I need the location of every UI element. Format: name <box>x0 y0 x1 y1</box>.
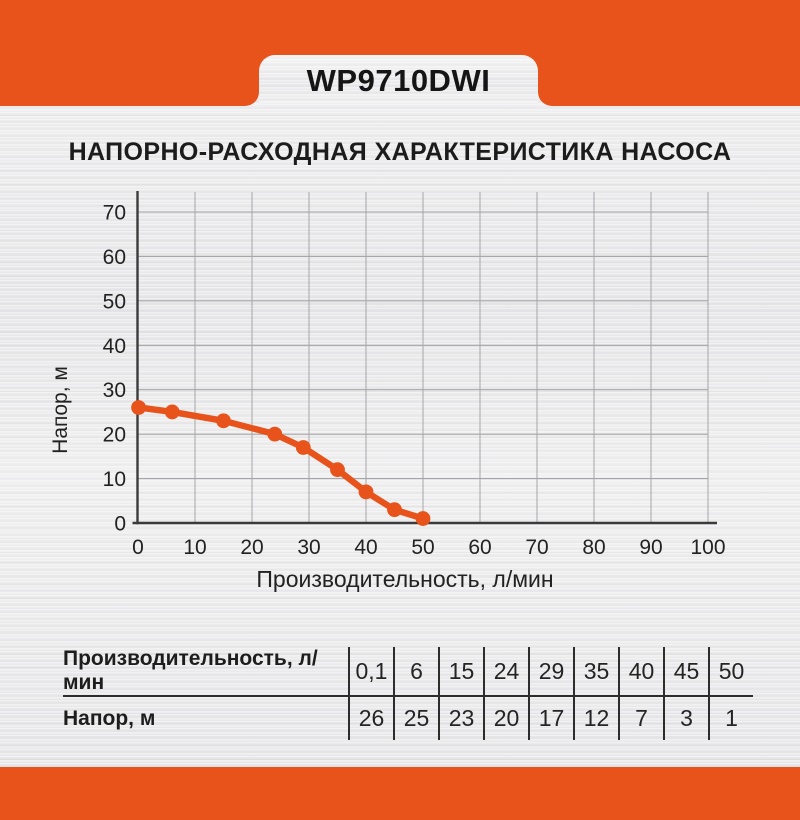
data-point <box>387 502 402 518</box>
spec-table: Производительность, л/мин 0,1 6 15 24 29… <box>63 647 753 740</box>
bottom-orange-band <box>0 767 800 820</box>
head-value: 1 <box>708 696 753 740</box>
model-name: WP9710DWI <box>306 62 491 98</box>
y-tick-label: 0 <box>114 513 126 536</box>
flow-value: 35 <box>573 647 619 697</box>
head-value: 3 <box>663 696 709 740</box>
data-point <box>131 400 146 415</box>
y-tick-label: 10 <box>103 468 126 491</box>
x-tick-label: 50 <box>411 536 434 559</box>
pump-curve-chart: 0 10 20 30 40 50 60 70 80 90 100 0 10 20 30 40 50 60 70 Про… <box>49 191 726 592</box>
y-tick-label: 60 <box>103 246 126 269</box>
flow-value: 45 <box>663 647 709 697</box>
x-tick-label: 20 <box>240 536 263 559</box>
table-row-head: Напор, м 26 25 23 20 17 12 7 3 1 <box>63 696 753 740</box>
head-value: 26 <box>348 696 394 740</box>
flow-value: 24 <box>483 647 529 697</box>
flow-value: 15 <box>438 647 484 697</box>
x-tick-label: 100 <box>690 536 725 559</box>
head-value: 7 <box>618 696 664 740</box>
head-value: 23 <box>438 696 484 740</box>
data-point <box>216 413 231 429</box>
y-tick-label: 30 <box>103 379 126 402</box>
x-tick-label: 0 <box>132 536 144 559</box>
model-badge: WP9710DWI <box>259 55 538 106</box>
row-label-head: Напор, м <box>63 706 156 730</box>
pump-curve <box>135 404 427 522</box>
flow-value: 40 <box>618 647 664 697</box>
data-point <box>415 511 431 526</box>
fillet-curve <box>245 92 259 106</box>
x-axis-title: Производительность, л/мин <box>256 566 553 592</box>
x-tick-label: 10 <box>183 536 206 559</box>
x-tick-label: 60 <box>468 536 491 559</box>
flow-value: 29 <box>528 647 574 697</box>
row-label-flow: Производительность, л/мин <box>63 647 349 697</box>
flow-value: 50 <box>708 647 753 697</box>
flow-value: 0,1 <box>348 647 394 697</box>
data-point <box>358 484 374 500</box>
head-value: 25 <box>393 696 439 740</box>
head-value: 20 <box>483 696 529 740</box>
y-tick-label: 20 <box>103 424 126 447</box>
data-point <box>295 440 311 455</box>
table-row-flow: Производительность, л/мин 0,1 6 15 24 29… <box>63 647 753 697</box>
badge-fillet-right <box>538 92 552 106</box>
head-value: 12 <box>573 696 619 740</box>
badge-fillet-left <box>245 92 259 106</box>
page-title: НАПОРНО-РАСХОДНАЯ ХАРАКТЕРИСТИКА НАСОСА <box>68 138 732 166</box>
fillet-curve <box>538 92 552 106</box>
data-point <box>330 462 345 478</box>
x-tick-label: 70 <box>525 536 548 559</box>
x-tick-label: 30 <box>297 536 320 559</box>
head-value: 17 <box>528 696 574 740</box>
data-point <box>164 404 180 420</box>
y-tick-label: 70 <box>103 201 126 224</box>
data-point <box>267 426 283 442</box>
y-tick-label: 40 <box>103 335 126 358</box>
y-axis-title: Напор, м <box>49 366 72 454</box>
x-tick-label: 80 <box>582 536 605 559</box>
flow-value: 6 <box>393 647 439 697</box>
x-tick-label: 40 <box>354 536 377 559</box>
x-tick-label: 90 <box>639 536 662 559</box>
y-tick-label: 50 <box>103 290 126 313</box>
